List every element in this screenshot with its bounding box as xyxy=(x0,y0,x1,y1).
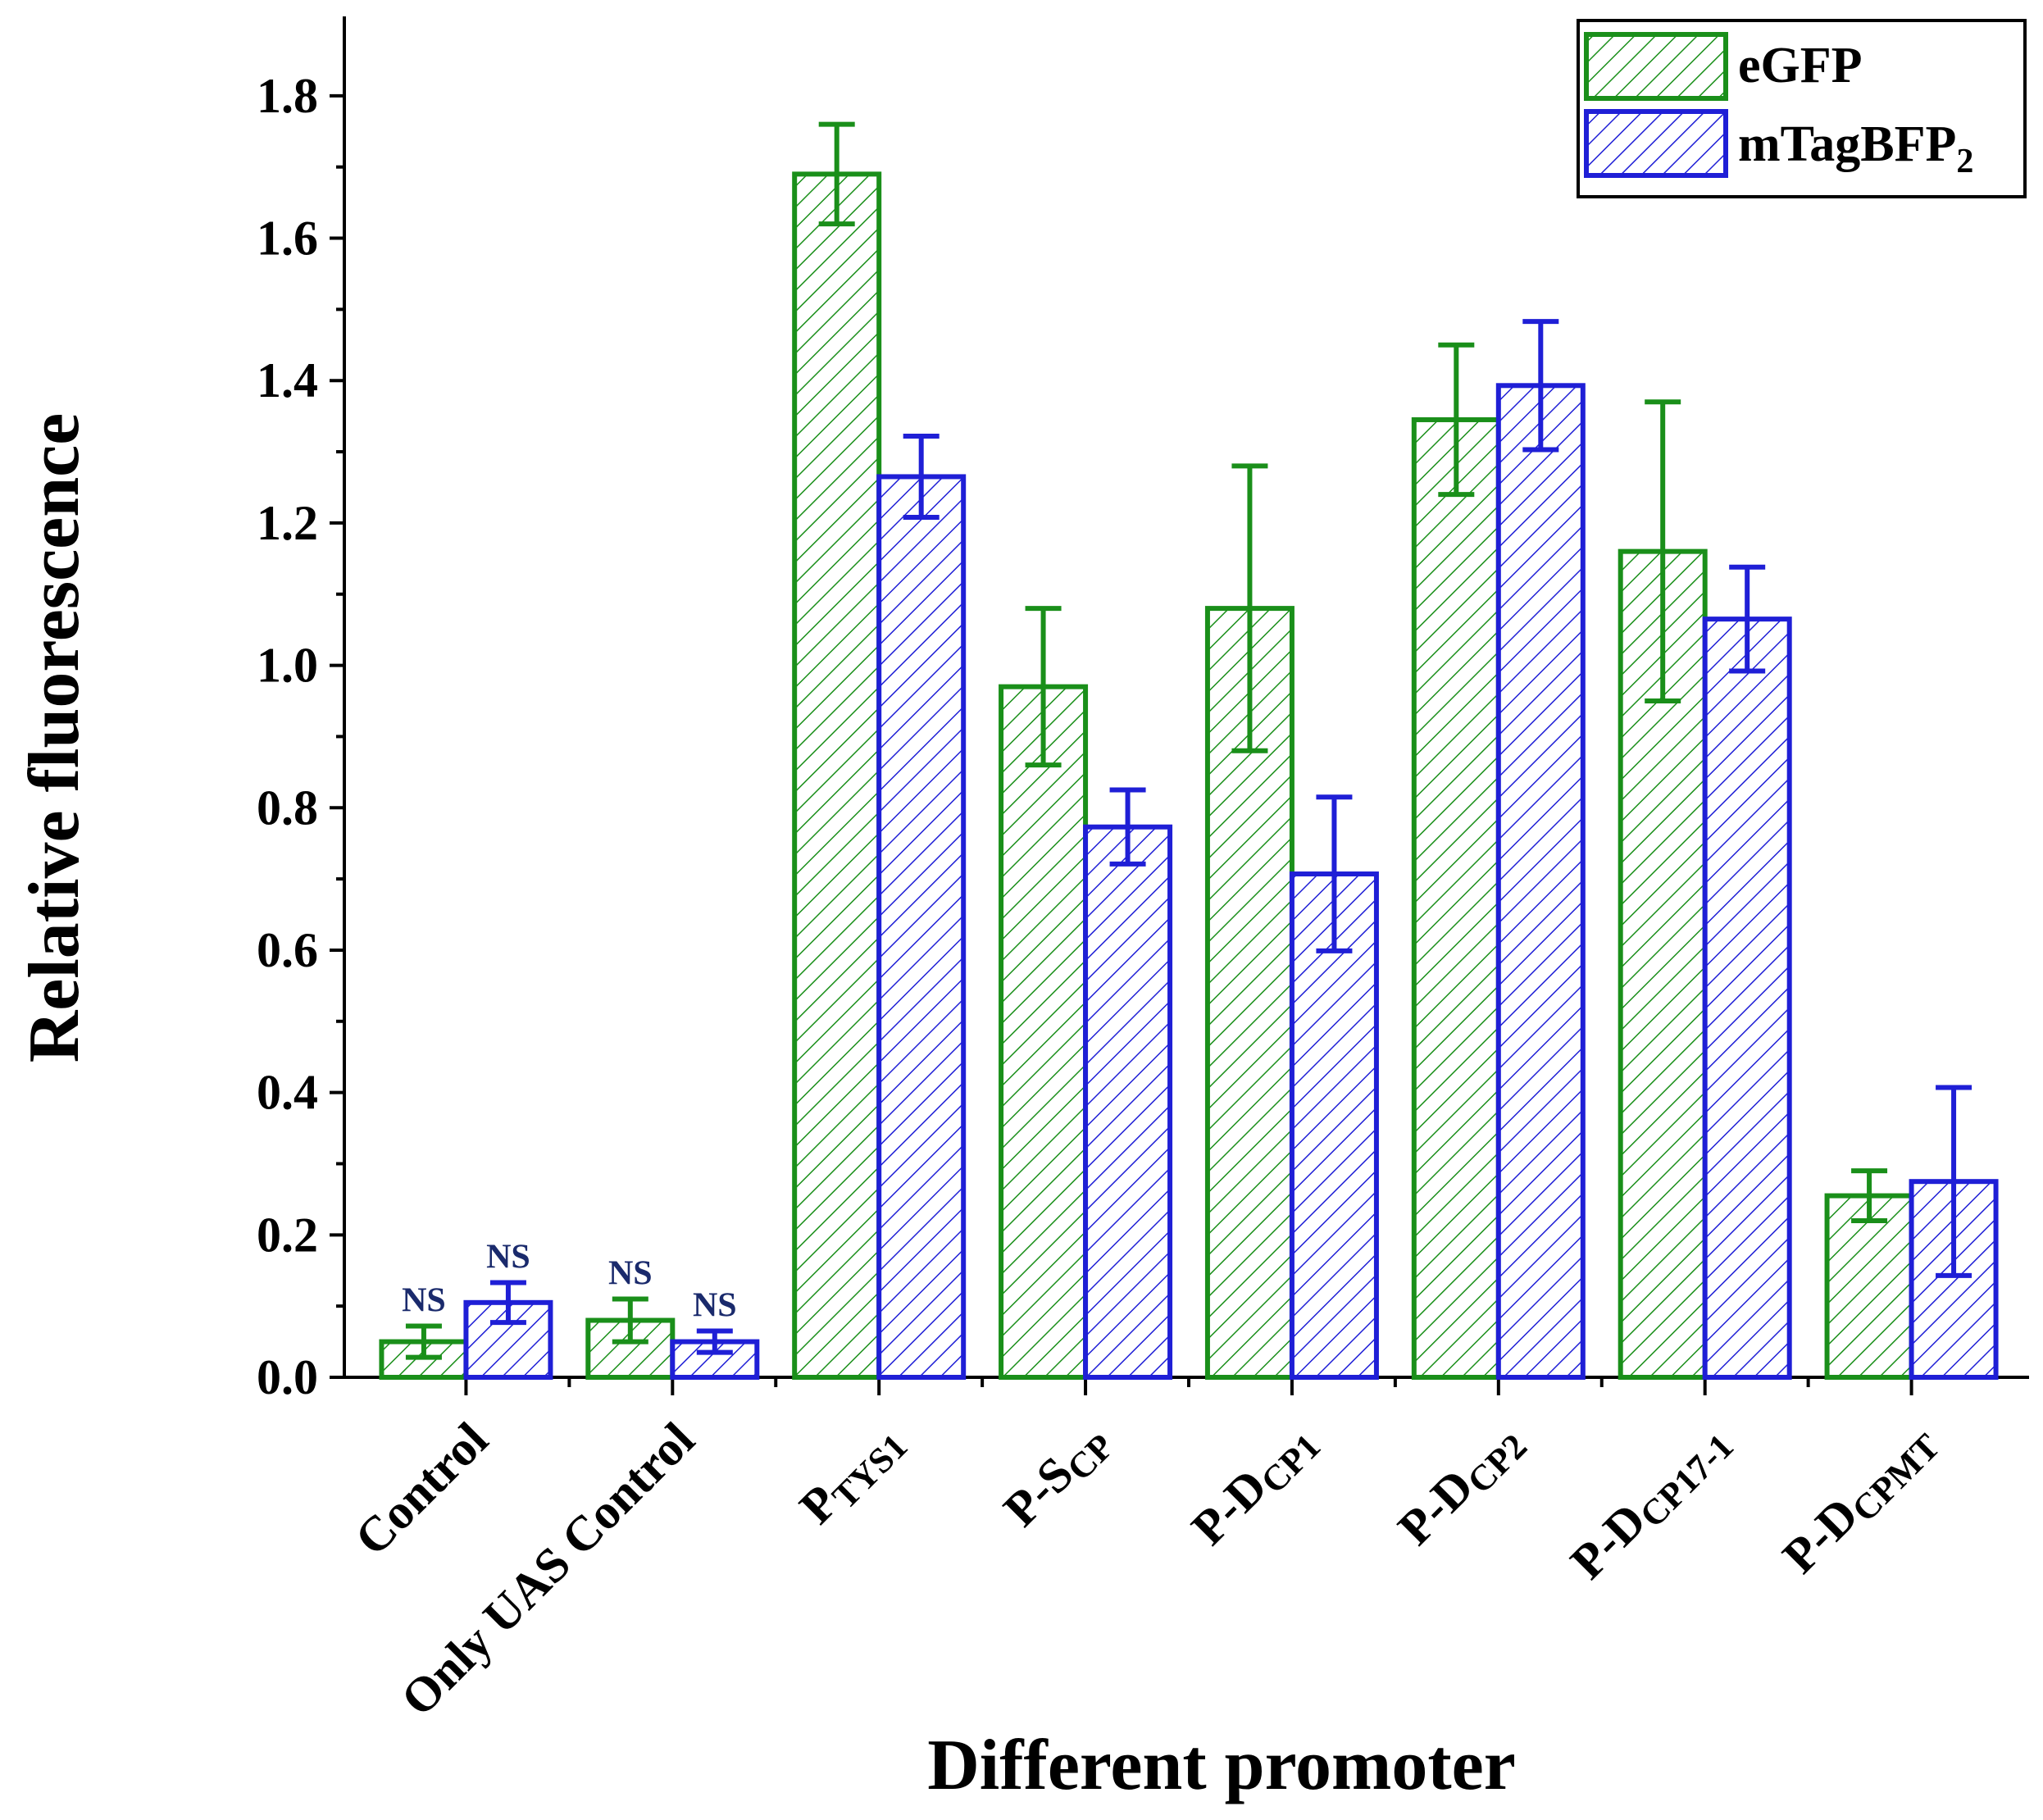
y-tick-label: 0.6 xyxy=(257,923,318,977)
bar xyxy=(1411,416,1501,1381)
significance-label: NS xyxy=(486,1239,530,1276)
y-tick-label: 0.4 xyxy=(257,1066,318,1120)
legend: eGFP mTagBFP2 xyxy=(1577,19,2027,198)
x-tick-label: P-SCP xyxy=(993,1413,1122,1541)
y-tick-label: 0.0 xyxy=(257,1350,318,1404)
y-axis-title: Relative fluorescence xyxy=(15,413,94,1063)
legend-swatch-egfp xyxy=(1584,32,1728,101)
y-tick-label: 1.8 xyxy=(257,69,318,123)
bar xyxy=(1289,871,1379,1381)
legend-label-egfp: eGFP xyxy=(1738,38,1863,93)
bar xyxy=(1495,383,1586,1381)
x-axis-title: Different promoter xyxy=(927,1726,1516,1805)
x-tick-label: P-DCPMT xyxy=(1772,1413,1948,1588)
y-tick-label: 1.2 xyxy=(257,496,318,550)
x-tick-label-main: Control xyxy=(344,1413,498,1566)
x-tick-label: P-DCP1 xyxy=(1181,1413,1328,1559)
bar xyxy=(1824,1193,1914,1380)
legend-swatch-mtagbfp xyxy=(1584,109,1728,178)
significance-label: NS xyxy=(402,1281,446,1319)
bar xyxy=(792,171,882,1381)
y-tick-label: 1.4 xyxy=(257,353,318,407)
x-tick-label: Control xyxy=(344,1413,498,1566)
bar xyxy=(1083,824,1173,1380)
bar xyxy=(876,474,967,1380)
bar xyxy=(670,1339,760,1381)
bar xyxy=(1702,617,1792,1380)
x-tick-label-sub: CPMT xyxy=(1844,1426,1947,1529)
bars: NS NS NS NS xyxy=(379,121,1999,1381)
y-tick-label: 1.6 xyxy=(257,212,318,266)
y-tick-label: 0.2 xyxy=(257,1208,318,1262)
y-tick-label: 0.8 xyxy=(257,780,318,835)
bar xyxy=(999,684,1089,1380)
x-tick-label: P-DCP2 xyxy=(1388,1413,1535,1559)
legend-label-mtagbfp: mTagBFP2 xyxy=(1738,116,1973,180)
legend-label-mtagbfp-sub: 2 xyxy=(1956,143,1973,180)
x-tick-label: PTYS1 xyxy=(789,1413,916,1539)
legend-label-mtagbfp-main: mTagBFP xyxy=(1738,116,1956,172)
x-tick-label: P-DCP17-1 xyxy=(1560,1413,1741,1594)
y-tick-label: 1.0 xyxy=(257,639,318,693)
significance-label: NS xyxy=(693,1287,737,1325)
x-tick-label-sub: CP17-1 xyxy=(1632,1426,1741,1535)
significance-label: NS xyxy=(608,1254,653,1292)
